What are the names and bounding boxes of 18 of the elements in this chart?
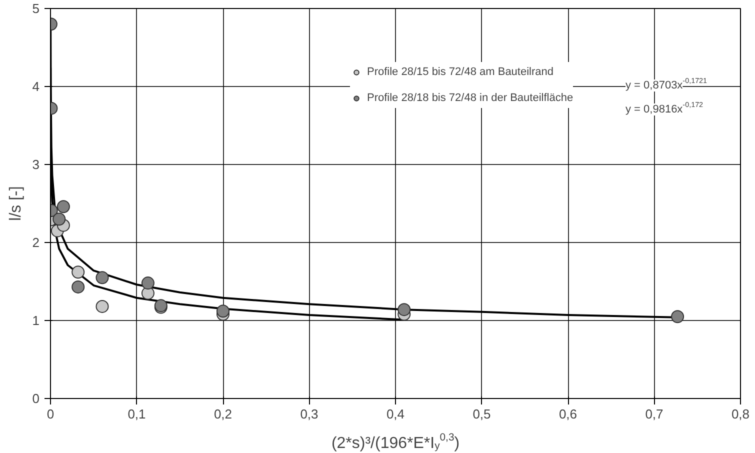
y-tick-label: 1 (32, 313, 40, 328)
x-tick-label: 0,2 (214, 406, 232, 422)
x-tick-label: 0,3 (300, 406, 318, 422)
y-tick-label: 2 (32, 235, 40, 250)
x-tick-label: 0,5 (472, 406, 491, 422)
y-axis-title: l/s [-] (7, 186, 24, 221)
y-tick-label: 3 (32, 157, 40, 172)
x-tick-label: 0,1 (128, 406, 146, 422)
x-tick-label: 0,4 (386, 406, 405, 422)
legend-label: Profile 28/15 bis 72/48 am Bauteilrand (367, 66, 554, 78)
y-tick-label: 5 (32, 1, 40, 16)
y-tick-label: 4 (32, 79, 40, 94)
x-tick-label: 0,8 (731, 406, 750, 422)
y-tick-label: 0 (32, 391, 40, 406)
x-tick-label: 0 (46, 406, 54, 422)
x-tick-label: 0,7 (645, 406, 664, 422)
x-tick-label: 0,6 (558, 406, 578, 422)
legend-label: Profile 28/18 bis 72/48 in der Bauteilfläche (367, 92, 574, 104)
